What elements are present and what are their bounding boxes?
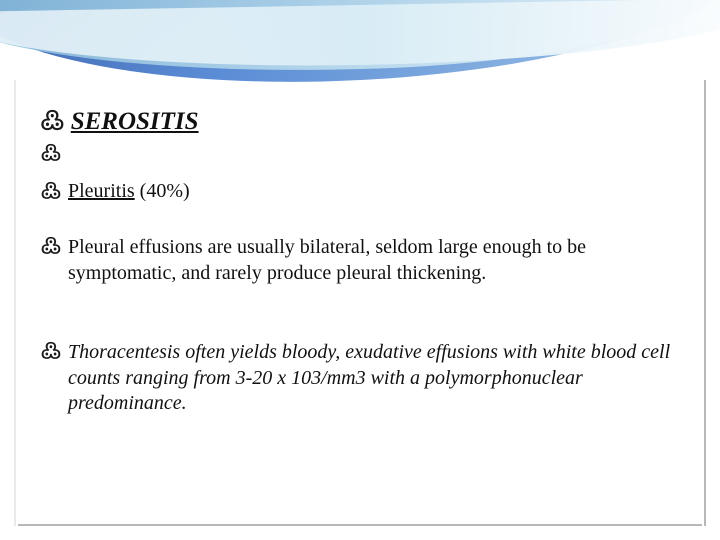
paragraph-2-row: ߷ Thoracentesis often yields bloody, exu… — [40, 340, 680, 417]
bullet-flourish-icon: ߷ — [40, 108, 65, 134]
paragraph-2: Thoracentesis often yields bloody, exuda… — [68, 340, 680, 417]
heading-row: ߷ SEROSITIS — [40, 108, 680, 136]
bullet-flourish-icon: ߷ — [40, 142, 62, 164]
slide-subheading: Pleuritis (40%) — [68, 180, 190, 203]
header-wave-decoration — [0, 0, 720, 100]
empty-bullet-row: ߷ — [40, 142, 680, 164]
bullet-flourish-icon: ߷ — [40, 340, 62, 362]
subheading-row: ߷ Pleuritis (40%) — [40, 180, 680, 203]
bullet-flourish-icon: ߷ — [40, 180, 62, 202]
frame-border-left — [14, 80, 16, 526]
slide-content: ߷ SEROSITIS ߷ ߷ Pleuritis (40%) ߷ Pleura… — [40, 108, 680, 510]
paragraph-1: Pleural effusions are usually bilateral,… — [68, 235, 680, 286]
subheading-underlined: Pleuritis — [68, 180, 135, 202]
frame-border-right — [704, 80, 706, 526]
subheading-rest: (40%) — [135, 180, 190, 202]
slide-heading: SEROSITIS — [71, 108, 199, 136]
frame-border-bottom — [18, 524, 702, 526]
paragraph-1-row: ߷ Pleural effusions are usually bilatera… — [40, 235, 680, 286]
bullet-flourish-icon: ߷ — [40, 235, 62, 257]
